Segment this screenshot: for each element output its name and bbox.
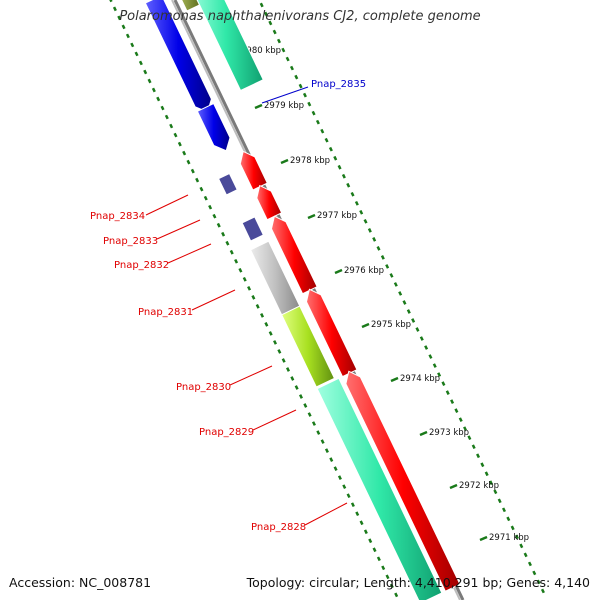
leader-line xyxy=(167,243,212,264)
leader-line xyxy=(252,409,297,431)
gene-name: Pnap_2829 xyxy=(199,427,254,438)
gene-name: Pnap_2828 xyxy=(251,522,306,533)
tick-label: 2977 kbp xyxy=(317,211,357,221)
gene-name: Pnap_2830 xyxy=(176,382,231,393)
gene-label-pnap_2834: Pnap_2834 xyxy=(90,194,189,222)
gene-mint-top xyxy=(196,0,264,92)
dotted-track-left xyxy=(109,0,399,598)
leader-line xyxy=(304,502,348,526)
leader-line xyxy=(156,219,201,240)
gene-red-small-2 xyxy=(256,184,283,221)
gene-name: Pnap_2831 xyxy=(138,307,193,318)
gene-label-pnap_2828: Pnap_2828 xyxy=(251,502,348,533)
tick-label: 2976 kbp xyxy=(344,266,384,276)
tick-2975-kbp: 2975 kbp xyxy=(361,320,411,330)
leader-line xyxy=(191,289,236,311)
tick-2972-kbp: 2972 kbp xyxy=(449,481,499,491)
gene-label-pnap_2832: Pnap_2832 xyxy=(114,243,212,271)
tick-2971-kbp: 2971 kbp xyxy=(479,533,529,543)
dotted-track-right xyxy=(259,2,545,594)
gene-labels: Pnap_2835 Pnap_2834 Pnap_2833 Pnap_2832 Pnap… xyxy=(90,79,366,533)
gene-label-pnap_2829: Pnap_2829 xyxy=(199,409,297,438)
gene-red-small-1 xyxy=(239,150,268,191)
tick-label: 2975 kbp xyxy=(371,320,411,330)
gene-label-pnap_2833: Pnap_2833 xyxy=(103,219,201,247)
map-title: Polaromonas naphthalenivorans CJ2, compl… xyxy=(119,9,481,24)
gene-label-pnap_2830: Pnap_2830 xyxy=(176,365,273,393)
leader-line xyxy=(261,86,309,104)
tick-label: 2971 kbp xyxy=(489,533,529,543)
gene-2830-segment xyxy=(281,305,336,388)
tick-label: 2980 kbp xyxy=(241,46,281,56)
gene-2828-segment xyxy=(316,377,443,600)
accession-text: Accession: NC_008781 xyxy=(9,575,152,590)
tick-2978-kbp: 2978 kbp xyxy=(280,156,330,166)
leader-line xyxy=(145,194,189,216)
gene-2834-box xyxy=(217,172,238,196)
gene-red-long xyxy=(345,370,461,592)
gene-name: Pnap_2833 xyxy=(103,236,158,247)
topology-summary: Topology: circular; Length: 4,410,291 bp… xyxy=(246,575,590,590)
tick-2977-kbp: 2977 kbp xyxy=(307,211,357,221)
gene-blue-lower xyxy=(196,102,231,152)
tick-label: 2973 kbp xyxy=(429,428,469,438)
gene-name: Pnap_2834 xyxy=(90,211,145,222)
tick-label: 2979 kbp xyxy=(264,101,304,111)
gene-features xyxy=(144,0,461,600)
leader-line xyxy=(229,365,273,386)
tick-2974-kbp: 2974 kbp xyxy=(390,374,440,384)
tick-label: 2972 kbp xyxy=(459,481,499,491)
tick-label: 2978 kbp xyxy=(290,156,330,166)
gene-label-pnap_2831: Pnap_2831 xyxy=(138,289,236,318)
tick-2976-kbp: 2976 kbp xyxy=(334,266,384,276)
tick-2973-kbp: 2973 kbp xyxy=(419,428,469,438)
tick-2979-kbp: 2979 kbp xyxy=(254,101,304,111)
kbp-ticks: 2980 kbp 2979 kbp 2978 kbp 2977 kbp 2976 kbp… xyxy=(231,46,529,543)
tick-label: 2974 kbp xyxy=(400,374,440,384)
gene-name: Pnap_2835 xyxy=(311,79,366,90)
gene-label-pnap_2835: Pnap_2835 xyxy=(261,79,366,104)
gene-2833-box xyxy=(241,216,264,242)
gene-name: Pnap_2832 xyxy=(114,260,169,271)
